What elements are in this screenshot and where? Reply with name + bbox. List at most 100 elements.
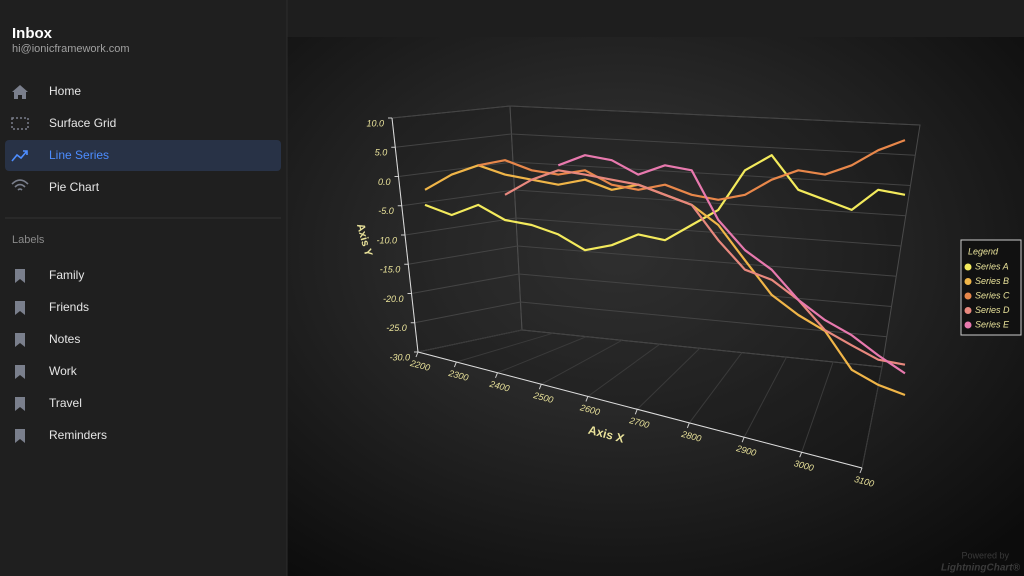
label-item[interactable]: Notes	[15, 332, 80, 347]
legend-label: Series C	[975, 290, 1010, 300]
menu-title: Inbox	[12, 25, 53, 42]
grid-line	[688, 352, 743, 424]
home-icon	[12, 85, 28, 99]
legend-box	[960, 239, 1022, 336]
x-tick	[741, 437, 745, 443]
grid-line	[401, 189, 515, 207]
pie-icon	[11, 179, 29, 191]
series-line	[504, 169, 906, 366]
x-tick	[453, 361, 457, 368]
nav-item[interactable]: Pie Chart	[11, 179, 100, 194]
grid-icon	[11, 117, 29, 130]
x-tick	[415, 351, 419, 358]
label-item[interactable]: Travel	[15, 396, 82, 411]
grid-line	[518, 273, 892, 307]
x-tick	[686, 422, 690, 429]
legend-swatch	[964, 263, 972, 271]
x-tick	[634, 409, 638, 415]
bookmark-icon	[15, 269, 25, 283]
nav-selected-bg	[5, 140, 281, 171]
x-tick	[585, 396, 589, 402]
grid-line	[636, 347, 701, 410]
chart-area	[287, 37, 1024, 576]
label-item[interactable]: Reminders	[15, 428, 107, 443]
y-tick-label: -25.0	[386, 323, 407, 333]
watermark: LightningChart®	[941, 563, 1021, 574]
grid-line	[861, 366, 883, 469]
x-tick	[859, 467, 863, 474]
series-line	[424, 154, 906, 252]
legend: Legend	[960, 239, 1022, 336]
series-line	[557, 154, 906, 375]
toolbar	[287, 0, 1024, 37]
nav-label: Surface Grid	[49, 116, 116, 130]
legend-swatch	[964, 278, 972, 285]
grid-line	[511, 133, 916, 156]
label-text: Reminders	[49, 428, 107, 442]
label-item[interactable]: Friends	[15, 300, 89, 315]
x-axis	[417, 351, 863, 469]
grid-line	[417, 329, 523, 353]
nav-label: Home	[49, 84, 81, 98]
grid-line	[404, 217, 517, 236]
bookmark-icon	[15, 429, 25, 443]
nav-item[interactable]: Line Series	[11, 148, 109, 162]
grid-line	[408, 245, 518, 265]
grid-line	[521, 329, 883, 368]
legend-label: Series A	[975, 261, 1009, 271]
grid-line	[509, 105, 921, 126]
menu-subtitle: hi@ionicframework.com	[12, 43, 130, 55]
legend-title: Legend	[968, 246, 999, 256]
bookmark-icon	[15, 365, 25, 379]
y-tick-label: 5.0	[375, 148, 388, 158]
nav-label: Line Series	[49, 148, 109, 162]
x-tick	[495, 372, 498, 378]
y-tick-label: -10.0	[376, 235, 397, 245]
legend-label: Series B	[975, 276, 1009, 286]
grid-line	[517, 245, 897, 277]
x-tick	[799, 452, 803, 458]
bookmark-icon	[15, 397, 25, 411]
nav-item[interactable]: Home	[12, 84, 81, 99]
label-item[interactable]: Work	[15, 364, 78, 379]
legend-label: Series D	[975, 305, 1010, 315]
legend-swatch	[964, 307, 972, 314]
x-tick	[538, 384, 542, 390]
y-tick-label: -15.0	[380, 265, 401, 275]
grid-line	[497, 336, 587, 374]
grid-line	[395, 133, 512, 148]
label-text: Friends	[49, 300, 89, 314]
y-tick-label: -20.0	[383, 294, 404, 304]
grid-line	[587, 343, 661, 397]
label-text: Notes	[49, 332, 80, 346]
watermark: Powered by	[961, 550, 1009, 560]
bookmark-icon	[15, 333, 25, 347]
grid-line	[414, 301, 521, 324]
grid-line	[541, 339, 623, 385]
y-axis	[391, 117, 419, 353]
grid-line	[456, 332, 554, 363]
nav-label: Pie Chart	[49, 180, 100, 194]
bookmark-icon	[15, 301, 25, 315]
labels-heading: Labels	[12, 234, 45, 246]
grid-line	[743, 356, 787, 438]
sidebar	[0, 0, 287, 576]
grid-line	[411, 273, 520, 294]
y-tick-label: 10.0	[366, 118, 384, 128]
legend-swatch	[964, 292, 972, 300]
grid-line	[398, 161, 514, 177]
trend-icon	[11, 150, 28, 162]
nav-item[interactable]: Surface Grid	[11, 116, 116, 130]
label-item[interactable]: Family	[15, 268, 84, 283]
label-text: Family	[49, 268, 84, 282]
legend-swatch	[964, 321, 972, 329]
y-tick-label: -5.0	[378, 206, 394, 216]
grid-line	[391, 105, 511, 119]
grid-line	[801, 361, 834, 453]
label-text: Travel	[49, 396, 82, 410]
label-text: Work	[49, 364, 78, 378]
grid-line	[512, 161, 911, 186]
y-tick-label: 0.0	[378, 177, 391, 187]
legend-label: Series E	[975, 319, 1010, 329]
